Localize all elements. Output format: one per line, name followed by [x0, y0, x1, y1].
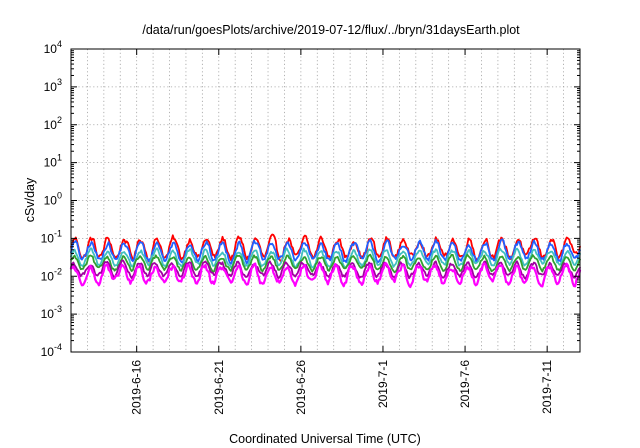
- chart-title: /data/run/goesPlots/archive/2019-07-12/f…: [142, 23, 520, 37]
- x-tick-label: 2019-6-21: [212, 360, 226, 415]
- y-tick-label: 10-3: [41, 304, 62, 321]
- series-line: [70, 238, 581, 265]
- x-tick-label: 2019-7-6: [458, 360, 472, 408]
- series-line: [70, 233, 581, 263]
- y-tick-label: 10-4: [41, 342, 62, 359]
- x-tick-label: 2019-6-26: [294, 360, 308, 415]
- y-axis-label: cSv/day: [23, 177, 37, 222]
- series-line: [69, 262, 582, 289]
- y-tick-label: 100: [44, 191, 62, 208]
- series-line: [70, 247, 581, 270]
- plot-frame: [70, 48, 581, 353]
- series-line: [70, 253, 581, 274]
- y-tick-label: 104: [44, 39, 62, 56]
- x-axis-label: Coordinated Universal Time (UTC): [229, 432, 421, 446]
- y-tick-label: 102: [44, 115, 62, 132]
- y-tick-label: 10-1: [41, 228, 62, 245]
- grid: [71, 49, 580, 352]
- x-tick-label: 2019-7-1: [376, 360, 390, 408]
- x-tick-label: 2019-7-11: [540, 360, 554, 414]
- y-tick-label: 10-2: [41, 266, 62, 283]
- x-tick-label: 2019-6-16: [130, 360, 144, 415]
- ticks: 10-4 10-3 10-2 10-1 100 101 102 103 104 2019-6-16…: [41, 39, 580, 415]
- series-layer: [69, 233, 582, 289]
- y-tick-label: 101: [44, 153, 62, 170]
- y-tick-label: 103: [44, 77, 62, 94]
